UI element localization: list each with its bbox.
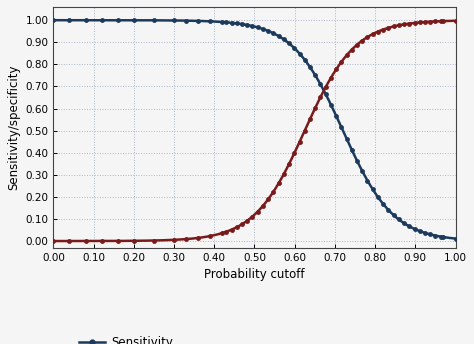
Legend: Sensitivity, Specificity: Sensitivity, Specificity <box>79 336 173 344</box>
X-axis label: Probability cutoff: Probability cutoff <box>204 268 305 281</box>
Y-axis label: Sensitivity/specificity: Sensitivity/specificity <box>7 65 20 190</box>
